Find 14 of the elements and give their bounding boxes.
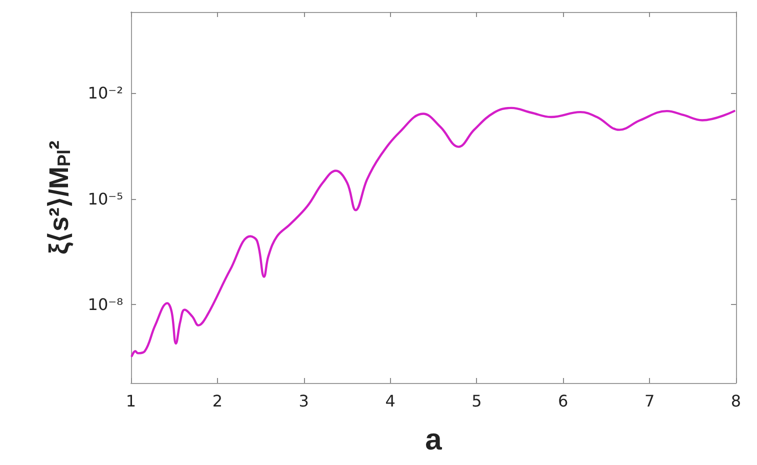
x-tick-label: 7 — [644, 392, 655, 410]
x-tick-label: 8 — [730, 392, 742, 410]
line-series — [130, 106, 736, 358]
y-tick-label: 10⁻⁵ — [88, 189, 123, 208]
x-tick-label: 6 — [558, 392, 568, 410]
x-axis-title: a — [425, 424, 442, 456]
y-tick-label: 10⁻⁸ — [88, 295, 123, 314]
x-tick-label: 4 — [385, 392, 396, 410]
x-tick-label: 2 — [212, 392, 223, 410]
y-tick-label: 10⁻² — [88, 84, 123, 103]
x-tick-label: 5 — [472, 392, 482, 410]
y-axis-title: ξ⟨s²⟩/MPl² — [44, 140, 74, 255]
x-tick-label: 3 — [298, 392, 309, 410]
x-tick-label: 1 — [126, 392, 136, 410]
